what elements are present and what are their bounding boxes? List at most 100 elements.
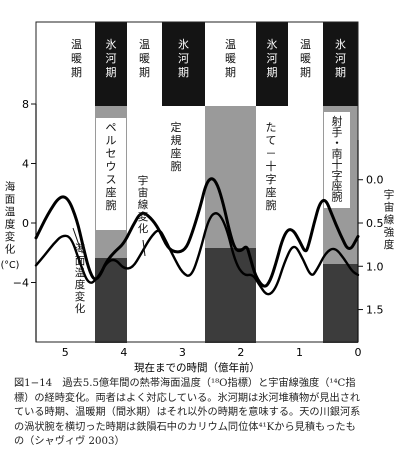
x-axis-tick-label: 1 [296, 346, 303, 359]
warm-period-label-char: 暖 [300, 52, 311, 65]
spiral-arm-dark-band [323, 264, 358, 343]
spiral-arm-label-char: 定 [171, 120, 182, 134]
right-axis-label-char: 度 [384, 238, 395, 251]
sea-temp-annotation-char: 面 [75, 255, 86, 267]
ice-age-label-char: 河 [335, 52, 346, 65]
ice-age-label-char: 期 [178, 66, 189, 79]
ice-age-label-char: 氷 [178, 38, 189, 51]
caption-line: ている時期、温暖期（間氷期）はそれ以外の時期を意味する。天の川銀河系 [14, 407, 361, 419]
spiral-arm-label-char: 座 [171, 146, 182, 160]
right-axis-label: 宇宙線強度 [384, 188, 395, 251]
left-axis-unit: (°C) [1, 260, 20, 271]
spiral-arm-label-char: た [266, 121, 277, 134]
caption-line: 標）の経時変化。両者はよく対応している。氷河期は氷河堆積物が見出され [14, 392, 361, 404]
spiral-arm-label-char: 腕 [171, 159, 182, 173]
ice-age-label-char: 期 [267, 66, 278, 79]
x-axis-tick-label: 0 [355, 346, 362, 359]
caption-line: の渦状腕を横切った時期は鉄隕石中のカリウム同位体⁴¹Kから見積もったも [14, 421, 356, 433]
spiral-arm-label-char: ル [106, 134, 117, 147]
right-axis-label-char: 線 [384, 213, 395, 226]
ice-age-label-char: 氷 [335, 38, 346, 51]
left-axis-label-char: 変 [5, 230, 16, 243]
spiral-arm-label-char: て [266, 134, 277, 147]
right-axis-tick-label: 0.5 [366, 217, 384, 230]
left-axis-label-char: 面 [5, 194, 16, 206]
spiral-arm-label-char: 射 [332, 114, 343, 128]
left-axis-tick-label: 8 [22, 98, 29, 111]
warm-period-label-char: 期 [300, 66, 311, 79]
right-axis-tick-label: 1.5 [366, 304, 384, 317]
spiral-arm-label-char: ウ [106, 160, 117, 173]
spiral-arm-label-char: 字 [266, 172, 277, 186]
spiral-arm-label-char: ・ [332, 137, 343, 150]
sea-temp-annotation-char: 海 [75, 242, 86, 255]
warm-period-label: 温暖期 [71, 38, 82, 79]
warm-period-label-char: 温 [71, 38, 82, 51]
right-axis-label-char: 宙 [384, 201, 395, 214]
x-axis-tick-label: 5 [62, 346, 69, 359]
left-axis-label-char: 温 [5, 206, 16, 218]
ice-age-label-char: 期 [106, 66, 117, 79]
spiral-arm-label-char: 字 [332, 168, 343, 182]
spiral-arm-label-char: ペ [106, 121, 117, 134]
left-axis-label-char: 海 [5, 180, 16, 193]
ice-age-band-top [323, 22, 358, 106]
ice-age-band-top [162, 22, 205, 106]
spiral-arm-label-box [164, 118, 188, 184]
spiral-arm-label-char: 座 [332, 179, 343, 193]
ice-age-label-char: 河 [178, 52, 189, 65]
ice-age-label: 氷河期 [106, 38, 117, 79]
spiral-arm-label-char: 腕 [266, 198, 277, 212]
x-axis-label: 現在までの時間（億年前） [134, 361, 260, 374]
warm-period-label-char: 温 [225, 38, 236, 51]
warm-period-label-char: 暖 [225, 52, 236, 65]
spiral-arm-label-char: 腕 [106, 198, 117, 212]
figure-caption: 図1−14 過去5.5億年間の熱帯海面温度（¹⁸O指標）と宇宙線強度（¹⁴C指 … [14, 377, 390, 450]
warm-period-label-char: 温 [139, 38, 150, 51]
spiral-arm-label-char: 座 [106, 185, 117, 199]
spiral-arm-label-box [256, 118, 286, 226]
left-axis-tick-label: 0 [22, 217, 29, 230]
left-axis-label-char: 度 [5, 218, 16, 231]
warm-period-label: 温暖期 [225, 38, 236, 79]
left-axis-tick-label: −4 [13, 277, 29, 290]
series-lines [34, 177, 360, 296]
right-axis-tick-label: 0.0 [366, 174, 384, 187]
ice-age-label-char: 期 [335, 66, 346, 79]
spiral-arm-label-char: 十 [266, 159, 277, 173]
spiral-arm-label-char: 座 [266, 185, 277, 199]
spiral-arm-label-char: ス [106, 173, 117, 186]
spiral-arm-label-box [324, 112, 350, 208]
warm-period-label-char: 期 [139, 66, 150, 79]
cosmic-ray-line [34, 212, 360, 296]
ice-age-label-char: 氷 [106, 38, 117, 51]
ice-age-label: 氷河期 [267, 38, 278, 79]
spiral-arm-label-char: 手 [332, 125, 343, 139]
warm-period-label-char: 温 [300, 38, 311, 51]
spiral-arm-label-char: － [266, 147, 277, 160]
ice-age-label: 氷河期 [335, 38, 346, 79]
ice-age-label-char: 河 [267, 52, 278, 65]
left-axis-tick-label: 4 [22, 158, 29, 171]
cosmic-ray-annotation-char: 化 [138, 222, 149, 235]
left-axis-label-char: 化 [5, 243, 16, 256]
ice-age-label-char: 氷 [267, 38, 278, 51]
caption-line: 図1−14 過去5.5億年間の熱帯海面温度（¹⁸O指標）と宇宙線強度（¹⁴C指 [14, 378, 356, 389]
cosmic-ray-annotation-leader [142, 239, 146, 257]
sea-temp-annotation-leader [72, 227, 81, 249]
ice-age-label: 氷河期 [178, 38, 189, 79]
right-axis-label-char: 強 [384, 226, 395, 239]
ice-age-band-top [95, 22, 127, 106]
spiral-arm-label-char: 腕 [332, 189, 343, 203]
ice-age-label-char: 河 [106, 52, 117, 65]
spiral-arm-dark-band [205, 248, 256, 343]
